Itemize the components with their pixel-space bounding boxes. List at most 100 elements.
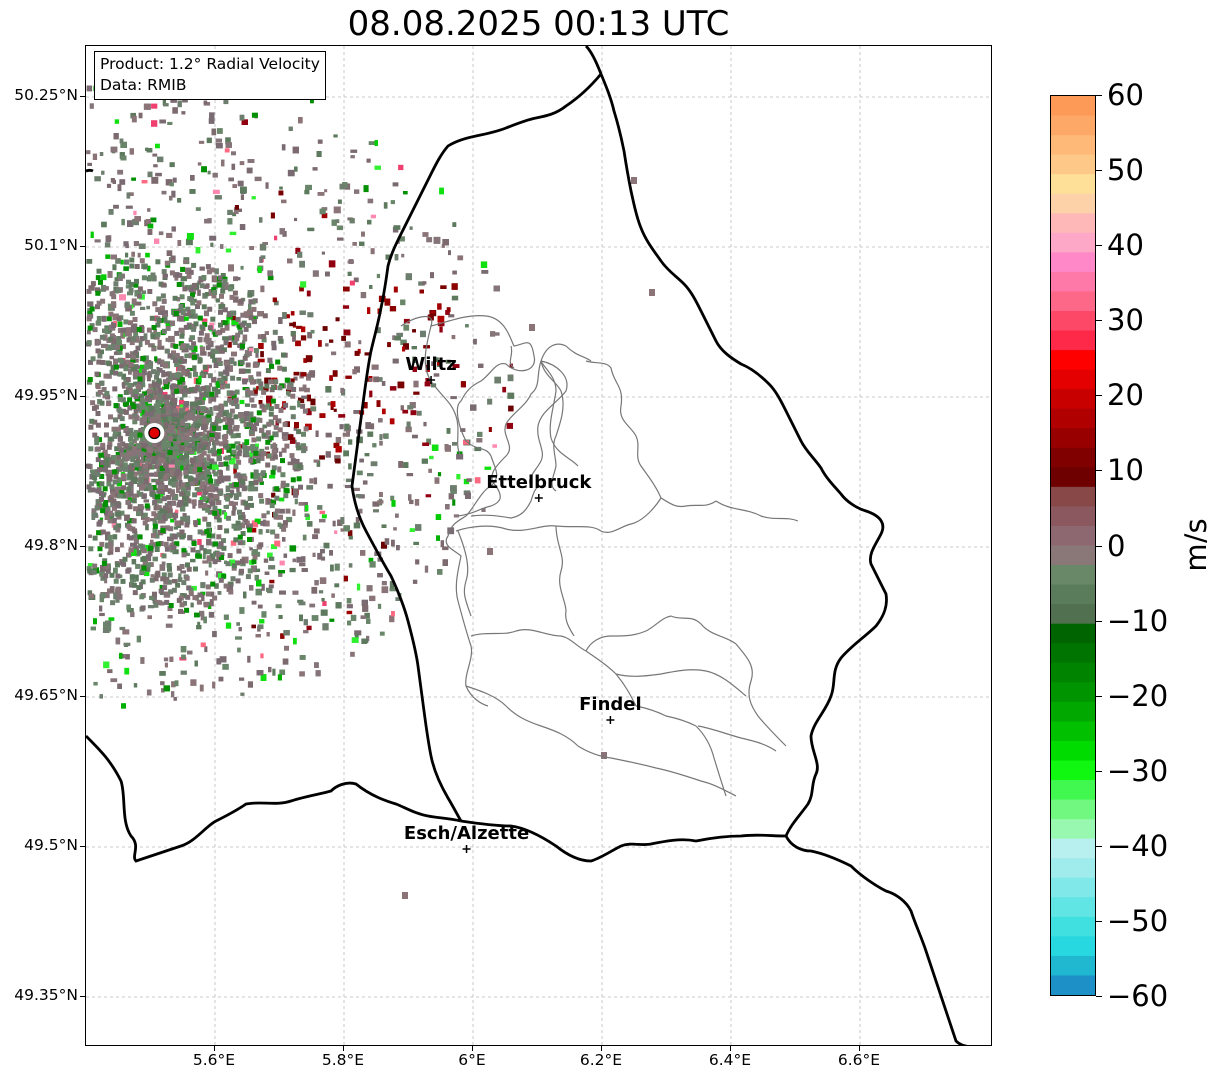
echo-pixel xyxy=(320,556,326,561)
echo-pixel xyxy=(240,531,246,536)
echo-pixel xyxy=(138,473,145,477)
echo-pixel xyxy=(140,657,145,664)
echo-pixel xyxy=(314,662,319,668)
echo-pixel xyxy=(403,462,409,468)
echo-pixel xyxy=(222,424,228,430)
echo-pixel xyxy=(166,563,172,568)
echo-pixel xyxy=(242,379,248,385)
echo-pixel xyxy=(201,318,208,322)
echo-pixel xyxy=(287,461,295,466)
echo-pixel xyxy=(301,556,306,563)
echo-pixel xyxy=(167,508,173,515)
echo-pixel xyxy=(480,261,488,268)
echo-pixel xyxy=(123,443,129,449)
echo-pixel xyxy=(176,297,181,302)
echo-pixel xyxy=(453,514,459,518)
echo-pixel xyxy=(179,400,185,406)
echo-pixel xyxy=(111,520,117,528)
echo-pixel xyxy=(218,470,223,476)
echo-pixel xyxy=(126,567,132,573)
echo-pixel xyxy=(215,500,222,505)
echo-pixel xyxy=(90,231,94,238)
echo-pixel xyxy=(236,459,242,465)
echo-pixel xyxy=(171,409,175,417)
echo-pixel xyxy=(113,567,118,574)
echo-pixel xyxy=(131,451,137,456)
echo-pixel xyxy=(150,574,155,578)
echo-pixel xyxy=(303,619,308,626)
echo-pixel xyxy=(422,232,429,237)
echo-pixel xyxy=(161,397,167,403)
echo-pixel xyxy=(507,392,515,399)
echo-pixel xyxy=(353,277,359,283)
echo-pixel xyxy=(232,505,236,512)
echo-pixel xyxy=(155,259,161,265)
echo-pixel xyxy=(319,208,326,215)
echo-pixel xyxy=(215,513,221,519)
echo-pixel xyxy=(298,601,306,606)
echo-pixel xyxy=(124,402,130,407)
echo-pixel xyxy=(451,295,459,301)
echo-pixel xyxy=(335,437,342,444)
echo-pixel xyxy=(153,334,160,340)
echo-pixel xyxy=(119,416,125,422)
echo-pixel xyxy=(204,476,210,482)
echo-pixel xyxy=(208,509,216,515)
echo-pixel xyxy=(245,388,251,394)
echo-pixel xyxy=(264,446,270,450)
echo-pixel xyxy=(92,512,98,518)
echo-pixel xyxy=(245,362,251,368)
echo-pixel xyxy=(133,241,139,246)
echo-pixel xyxy=(180,310,186,316)
echo-pixel xyxy=(445,504,450,510)
echo-pixel xyxy=(381,541,387,549)
echo-pixel xyxy=(261,389,267,395)
echo-pixel xyxy=(140,364,147,369)
echo-pixel xyxy=(372,443,377,448)
echo-pixel xyxy=(348,439,353,445)
echo-pixel xyxy=(246,351,252,357)
echo-pixel xyxy=(244,368,251,374)
echo-pixel xyxy=(448,493,455,500)
echo-pixel xyxy=(216,417,222,423)
radar-map[interactable]: Wiltz Ettelbruck Findel Esch/Alzette xyxy=(85,45,992,1046)
echo-pixel xyxy=(285,421,290,427)
echo-pixel xyxy=(329,618,335,622)
echo-pixel xyxy=(141,548,147,554)
echo-pixel xyxy=(117,493,123,499)
echo-pixel xyxy=(251,459,257,464)
echo-pixel xyxy=(116,406,122,412)
echo-pixel xyxy=(120,423,126,429)
echo-pixel xyxy=(143,466,149,472)
echo-pixel xyxy=(337,237,344,241)
echo-pixel xyxy=(325,343,329,347)
echo-pixel xyxy=(266,632,270,637)
echo-pixel xyxy=(158,541,164,546)
echo-pixel xyxy=(237,449,243,453)
echo-pixel xyxy=(151,459,157,465)
echo-pixel xyxy=(208,611,215,618)
echo-pixel xyxy=(352,242,357,246)
echo-pixel xyxy=(271,499,277,505)
echo-pixel xyxy=(88,546,94,552)
echo-pixel xyxy=(287,258,293,264)
echo-pixel xyxy=(297,397,305,404)
echo-pixel xyxy=(146,420,151,426)
echo-pixel xyxy=(293,427,298,431)
echo-pixel xyxy=(164,546,170,552)
echo-pixel xyxy=(248,485,255,492)
echo-pixel xyxy=(199,447,205,453)
echo-pixel xyxy=(154,455,160,461)
echo-pixel xyxy=(143,443,149,449)
echo-pixel xyxy=(169,320,175,326)
echo-pixel xyxy=(131,251,135,257)
echo-pixel xyxy=(225,496,231,502)
echo-pixel xyxy=(141,290,147,294)
echo-pixel xyxy=(117,345,123,351)
echo-pixel xyxy=(166,513,172,519)
echo-pixel xyxy=(154,370,160,376)
echo-pixel xyxy=(210,591,215,597)
echo-pixel xyxy=(208,561,212,568)
echo-pixel xyxy=(241,512,245,517)
echo-pixel xyxy=(227,209,233,215)
